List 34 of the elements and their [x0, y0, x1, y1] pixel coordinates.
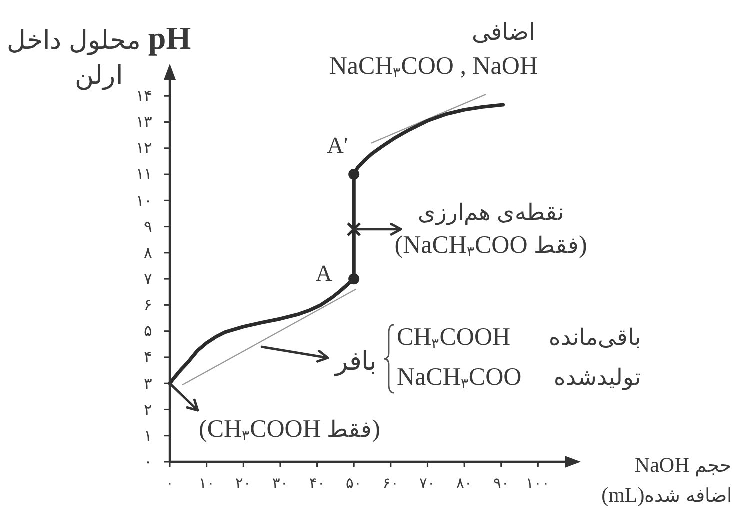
- annotation: A′: [327, 132, 349, 160]
- x-tick-label: ۹۰: [493, 474, 510, 494]
- x-tick-label: ۱۰: [198, 474, 215, 494]
- x-tick-label: ۲۰: [236, 474, 252, 494]
- y-tick-label: ۱۰: [136, 190, 152, 212]
- y-tick-label: ۱۱: [136, 163, 152, 186]
- x-tick-label: ۴۰: [309, 474, 326, 494]
- annotation: بافر: [336, 344, 377, 380]
- point: [348, 274, 360, 285]
- y-tick-label: ۷: [144, 268, 152, 290]
- x-tick-label: ۵۰: [346, 474, 362, 494]
- y-tick-label: ۰: [144, 450, 152, 473]
- y-tick-label: ۵: [144, 320, 152, 342]
- x-tick-label: ۳۰: [272, 474, 288, 494]
- y-tick-label: ۸: [144, 242, 152, 264]
- x-tick-label: ۰: [166, 474, 174, 494]
- point: [346, 222, 362, 237]
- y-tick-label: ۳: [144, 372, 152, 395]
- x-tick-label: ۱۰۰: [526, 474, 550, 494]
- y-tick-label: ۴: [144, 346, 152, 368]
- x-tick-label: ۶۰: [382, 474, 399, 494]
- y-tick-label: ۲: [144, 398, 152, 421]
- y-tick-label: ۶: [144, 294, 152, 316]
- x-axis-title: حجم NaOH اضافه شده(mL): [600, 452, 732, 510]
- annotation: اضافی: [472, 16, 535, 48]
- y-tick-label: ۱: [144, 424, 152, 447]
- y-tick-label: ۱۴: [136, 85, 152, 108]
- x-tick-label: ۷۰: [420, 474, 436, 494]
- point: [348, 169, 360, 180]
- x-tick-label: ۸۰: [456, 474, 473, 494]
- y-tick-label: ۹: [144, 216, 152, 238]
- y-tick-label: ۱۲: [136, 137, 152, 160]
- annotation: A: [316, 260, 332, 288]
- y-tick-label: ۱۳: [136, 111, 152, 134]
